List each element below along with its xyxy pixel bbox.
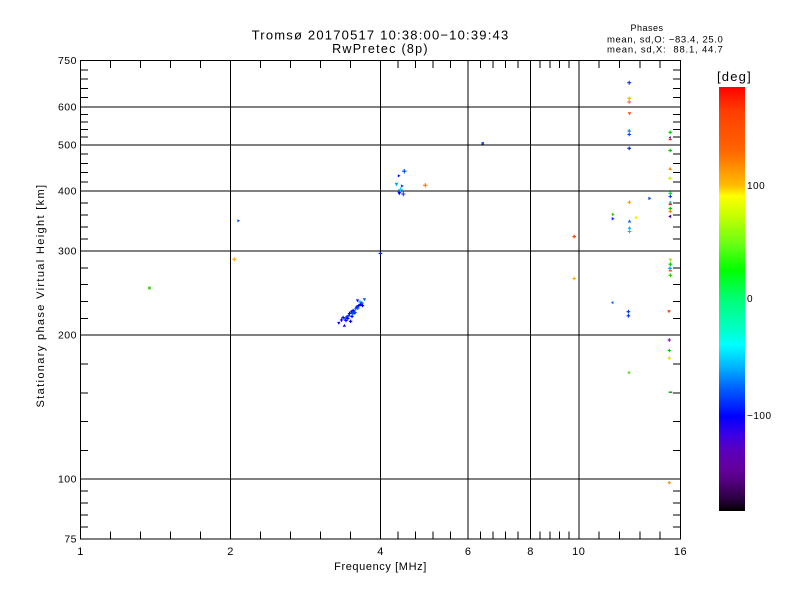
svg-text:1: 1 <box>77 546 84 558</box>
svg-text:[deg]: [deg] <box>717 69 752 84</box>
svg-text:RwPretec (8p): RwPretec (8p) <box>332 42 429 56</box>
svg-text:Tromsø 20170517 10:38:00−10:39: Tromsø 20170517 10:38:00−10:39:43 <box>252 28 510 43</box>
svg-text:100: 100 <box>58 474 77 486</box>
svg-text:Phases: Phases <box>630 23 663 33</box>
svg-text:750: 750 <box>58 55 77 67</box>
svg-text:mean, sd,X: 88.1, 44.7: mean, sd,X: 88.1, 44.7 <box>607 45 724 56</box>
svg-text:200: 200 <box>58 330 77 342</box>
svg-text:500: 500 <box>58 139 77 151</box>
svg-text:400: 400 <box>58 186 77 198</box>
svg-text:300: 300 <box>58 245 77 257</box>
svg-text:600: 600 <box>58 101 77 113</box>
svg-text:−100: −100 <box>747 411 772 422</box>
svg-text:10: 10 <box>572 546 585 558</box>
svg-text:6: 6 <box>465 546 472 558</box>
svg-text:Frequency [MHz]: Frequency [MHz] <box>334 561 427 573</box>
svg-text:mean, sd,O: −83.4, 25.0: mean, sd,O: −83.4, 25.0 <box>607 35 723 46</box>
svg-text:16: 16 <box>674 546 687 558</box>
svg-text:0: 0 <box>747 294 753 305</box>
svg-text:Stationary phase Virtual Heigh: Stationary phase Virtual Height [km] <box>35 184 47 408</box>
svg-text:2: 2 <box>227 546 234 558</box>
svg-text:75: 75 <box>64 534 77 546</box>
svg-text:100: 100 <box>747 181 765 192</box>
svg-text:4: 4 <box>377 546 384 558</box>
svg-text:8: 8 <box>527 546 534 558</box>
